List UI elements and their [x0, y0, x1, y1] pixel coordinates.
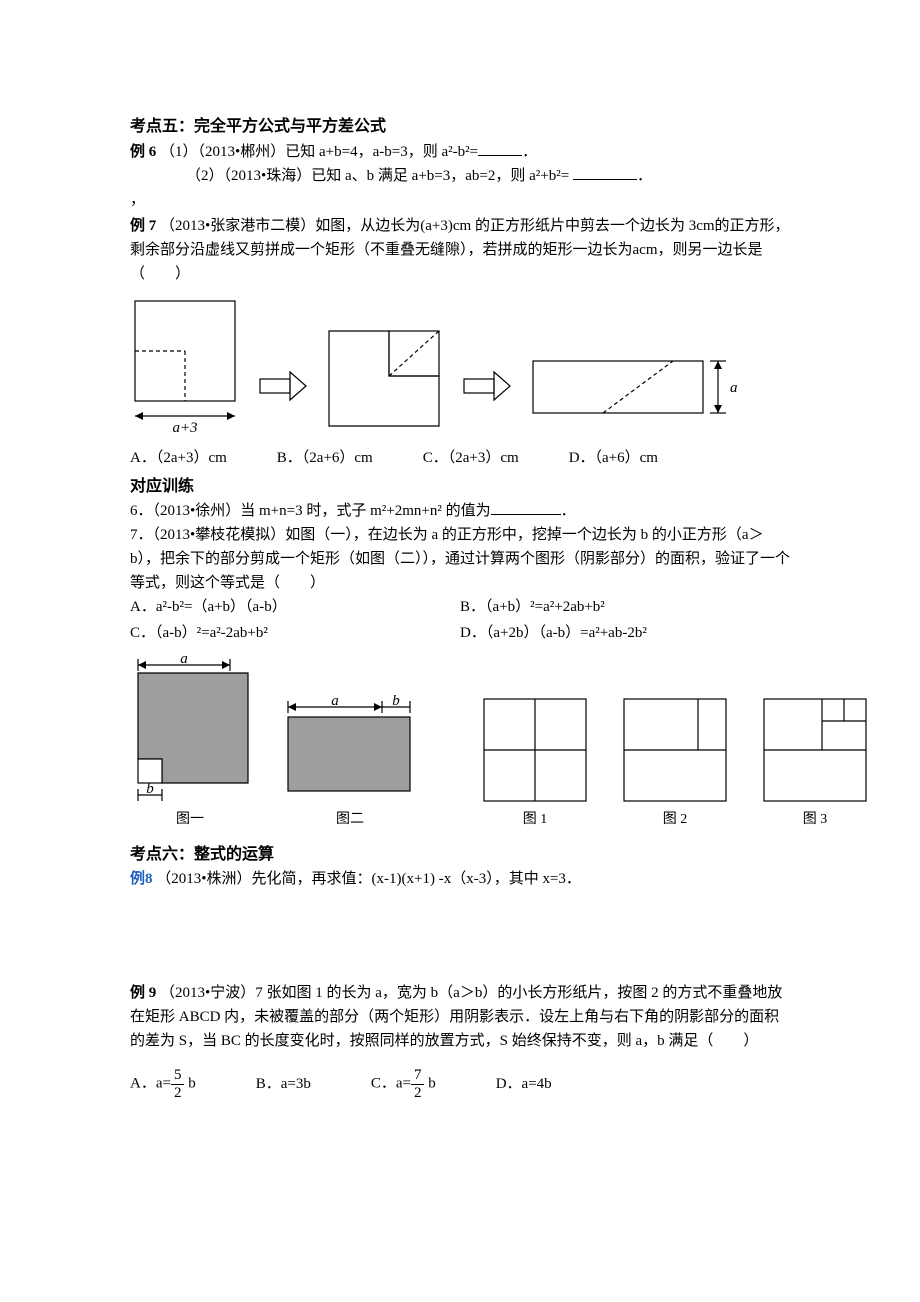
ex9-a-pre: A．a= — [130, 1076, 171, 1092]
q7-choice-b: B．（a+b）²=a²+2ab+b² — [460, 595, 790, 619]
ex9-c-pre: C．a= — [371, 1076, 411, 1092]
q7-fig2-label: 图二 — [280, 809, 420, 831]
svg-text:a: a — [331, 695, 339, 709]
ex9-c-den: 2 — [411, 1085, 425, 1102]
section5-heading: 考点五：完全平方公式与平方差公式 — [130, 114, 790, 140]
ex9-text: （2013•宁波）7 张如图 1 的长为 a，宽为 b（a＞b）的小长方形纸片，… — [130, 985, 782, 1049]
q7-figr1 — [480, 695, 590, 805]
q7-figr2-label: 图 2 — [620, 809, 730, 831]
ex7-label-a3: a+3 — [172, 420, 197, 436]
ex9-label: 例 9 — [130, 985, 156, 1001]
ex7-figures: a+3 a — [130, 296, 790, 436]
q6-period: ． — [561, 503, 576, 519]
training-heading: 对应训练 — [130, 474, 790, 500]
ex7-label-a: a — [730, 380, 738, 396]
q7-choice-c: C．（a-b）²=a²-2ab+b² — [130, 621, 460, 645]
ex9-choice-b: B．a=3b — [256, 1072, 311, 1096]
q7-figr1-label: 图 1 — [480, 809, 590, 831]
ex7-fig3: a — [528, 336, 748, 436]
ex7-fig2 — [324, 326, 444, 436]
q7-fig2-wrap: a b 图二 — [280, 695, 420, 831]
q6-blank — [491, 514, 561, 515]
ex7-choice-c: C．（2a+3）cm — [423, 446, 519, 470]
q7-figr3-label: 图 3 — [760, 809, 870, 831]
ex9-a-den: 2 — [171, 1085, 185, 1102]
ex7: 例 7 （2013•张家港市二模）如图，从边长为(a+3)cm 的正方形纸片中剪… — [130, 214, 790, 286]
ex8-text: （2013•株洲）先化简，再求值：(x-1)(x+1) -x（x-3），其中 x… — [156, 871, 581, 887]
q7-fig1: a b — [130, 655, 250, 805]
ex7-choice-b: B．（2a+6）cm — [277, 446, 373, 470]
svg-text:a: a — [180, 655, 188, 667]
q7-figr2 — [620, 695, 730, 805]
ex9-c-num: 7 — [411, 1067, 425, 1085]
ex9-choice-a: A．a=52 b — [130, 1067, 196, 1101]
q7-figr3 — [760, 695, 870, 805]
ex7-choices: A．（2a+3）cm B．（2a+6）cm C．（2a+3）cm D．（a+6）… — [130, 446, 790, 470]
ex9-choice-c: C．a=72 b — [371, 1067, 436, 1101]
ex6-blank2 — [573, 179, 637, 180]
arrow-icon — [254, 336, 310, 436]
ex6-label: 例 6 — [130, 144, 156, 160]
ex9-a-num: 5 — [171, 1067, 185, 1085]
ex7-text: （2013•张家港市二模）如图，从边长为(a+3)cm 的正方形纸片中剪去一个边… — [130, 218, 790, 282]
arrow-icon-2 — [458, 336, 514, 436]
q7-choice-a: A．a²-b²=（a+b）（a-b） — [130, 595, 460, 619]
ex9-a-post: b — [184, 1076, 195, 1092]
q7-figr2-wrap: 图 2 — [620, 695, 730, 831]
stray-comma: ， — [130, 188, 790, 212]
q7-figures: a b 图一 a b 图二 — [130, 655, 790, 831]
ex7-fig1: a+3 — [130, 296, 240, 436]
ex9-choices: A．a=52 b B．a=3b C．a=72 b D．a=4b — [130, 1067, 790, 1101]
training-q6: 6．（2013•徐州）当 m+n=3 时，式子 m²+2mn+n² 的值为 ． — [130, 499, 790, 523]
ex7-choice-d: D．（a+6）cm — [569, 446, 658, 470]
ex9-c-post: b — [424, 1076, 435, 1092]
ex6-blank1 — [478, 155, 522, 156]
ex6: 例 6 （1）（2013•郴州）已知 a+b=4，a-b=3，则 a²-b²=．… — [130, 140, 790, 188]
ex6-p2: （2）（2013•珠海）已知 a、b 满足 a+b=3，ab=2，则 a²+b²… — [186, 168, 569, 184]
section6-heading: 考点六：整式的运算 — [130, 842, 790, 868]
ex9: 例 9 （2013•宁波）7 张如图 1 的长为 a，宽为 b（a＞b）的小长方… — [130, 981, 790, 1053]
q7-fig2: a b — [280, 695, 420, 805]
svg-text:b: b — [392, 695, 400, 709]
training-q7: 7．（2013•攀枝花模拟）如图（一），在边长为 a 的正方形中，挖掉一个边长为… — [130, 523, 790, 595]
ex6-p1: （1）（2013•郴州）已知 a+b=4，a-b=3，则 a²-b²= — [160, 144, 478, 160]
ex9-choice-d: D．a=4b — [496, 1072, 552, 1096]
ex7-choice-a: A．（2a+3）cm — [130, 446, 227, 470]
q7-choice-d: D．（a+2b）（a-b）=a²+ab-2b² — [460, 621, 790, 645]
q7-figr1-wrap: 图 1 — [480, 695, 590, 831]
q7-figr3-wrap: 图 3 — [760, 695, 870, 831]
q6-text: 6．（2013•徐州）当 m+n=3 时，式子 m²+2mn+n² 的值为 — [130, 503, 491, 519]
q7-choices: A．a²-b²=（a+b）（a-b） B．（a+b）²=a²+2ab+b² C．… — [130, 595, 790, 647]
ex8-label: 例8 — [130, 871, 153, 887]
ex8: 例8 （2013•株洲）先化简，再求值：(x-1)(x+1) -x（x-3），其… — [130, 867, 790, 891]
svg-text:b: b — [146, 781, 154, 797]
q7-fig1-label: 图一 — [130, 809, 250, 831]
q7-fig1-wrap: a b 图一 — [130, 655, 250, 831]
ex7-label: 例 7 — [130, 218, 156, 234]
